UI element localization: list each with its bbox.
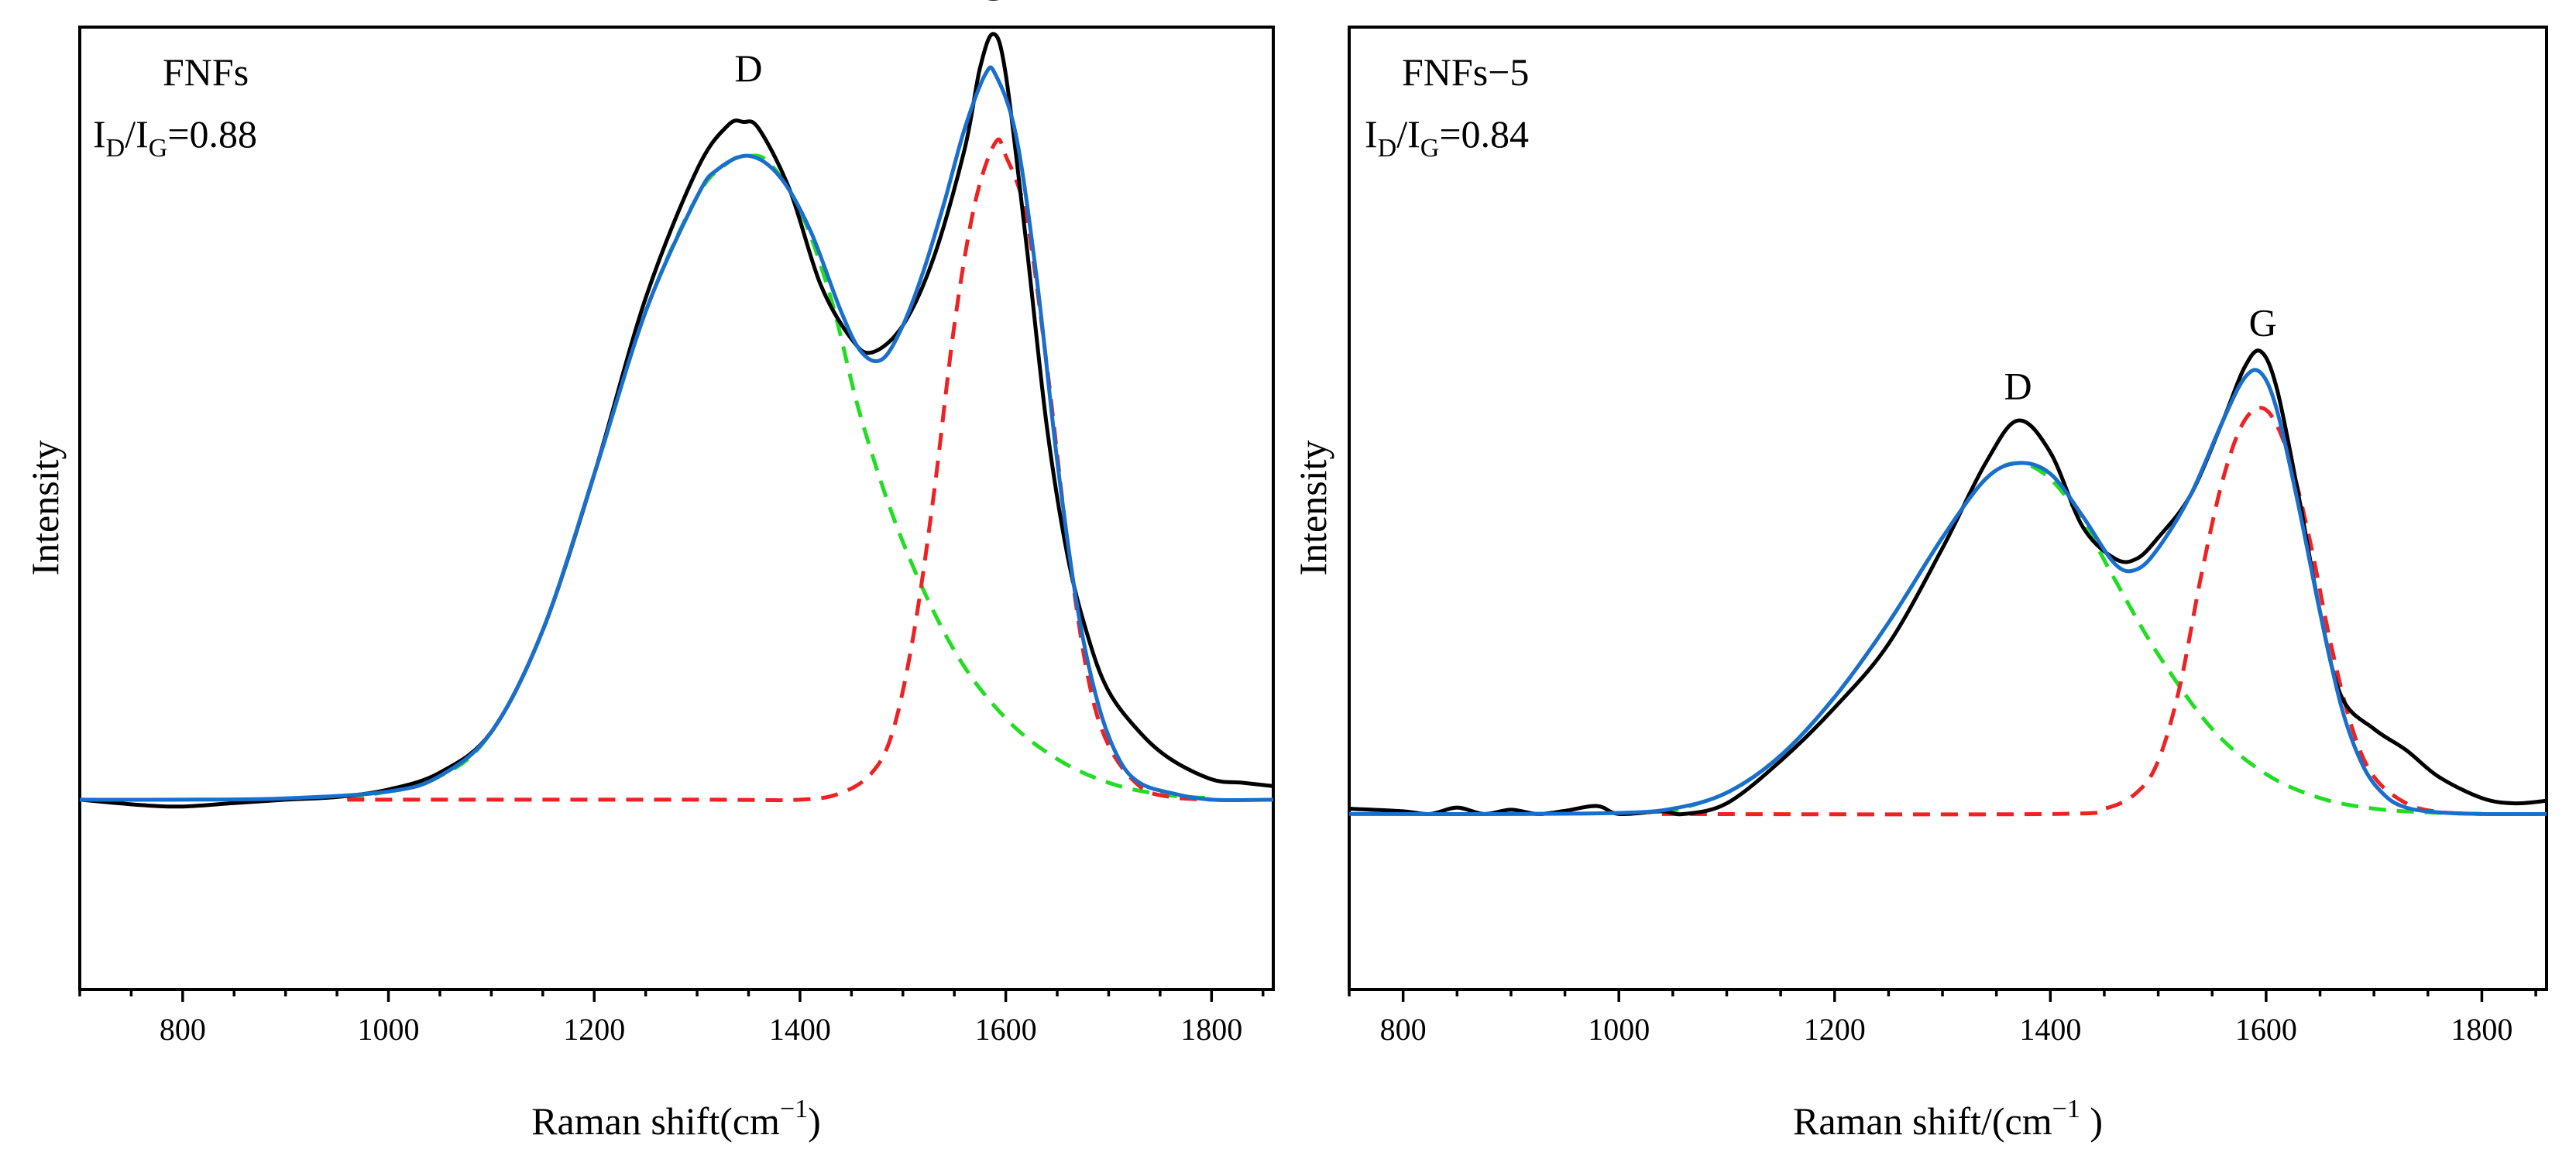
- left-ratio-slash: /I: [125, 112, 149, 156]
- right-sample-label: FNFs−5: [1402, 50, 1529, 94]
- left-x-axis-label: Raman shift(cm−1): [531, 1095, 821, 1143]
- left-xlabel-main: Raman shift(cm: [531, 1099, 780, 1143]
- left-ratio-sub-g: G: [149, 134, 168, 163]
- left-ratio-label: ID/IG=0.88: [93, 112, 257, 163]
- right-ratio-value: =0.84: [1439, 112, 1529, 156]
- left-cumulative-fit-curve: [80, 65, 1273, 803]
- right-xlabel-sup: −1: [2052, 1095, 2080, 1123]
- right-ratio-sub-d: D: [1378, 134, 1397, 163]
- panel-right: FNFs−5 ID/IG=0.84 Intensity Raman shift/…: [1291, 26, 2548, 1143]
- left-peak-label-D: D: [734, 46, 762, 90]
- right-ratio-slash: /I: [1396, 112, 1420, 156]
- left-plot-frame: [78, 26, 1275, 991]
- left-y-axis-label: Intensity: [23, 441, 67, 576]
- right-x-tick-label-1200: 1200: [1804, 1012, 1866, 1047]
- left-x-tick-label-1800: 1800: [1180, 1012, 1242, 1047]
- left-xlabel-sup: −1: [780, 1095, 808, 1123]
- right-cumulative-fit-curve: [1349, 368, 2547, 817]
- right-x-tick-label-1800: 1800: [2451, 1012, 2512, 1047]
- left-peak-label-G: G: [978, 0, 1006, 9]
- right-x-tick-label-1400: 1400: [2019, 1012, 2081, 1047]
- right-g-band-fit-curve: [1661, 406, 2482, 817]
- left-ratio-prefix: I: [93, 112, 106, 156]
- right-xlabel-end: ): [2080, 1099, 2103, 1143]
- left-sample-label: FNFs: [163, 50, 249, 94]
- right-ratio-prefix: I: [1365, 112, 1378, 156]
- left-x-tick-label-800: 800: [160, 1012, 206, 1047]
- left-ratio-sub-d: D: [106, 134, 125, 163]
- right-x-tick-label-1600: 1600: [2235, 1012, 2297, 1047]
- right-peak-label-D: D: [2004, 365, 2032, 408]
- left-x-tick-label-1600: 1600: [975, 1012, 1037, 1047]
- right-curves: [1349, 348, 2547, 817]
- left-g-band-fit-curve: [347, 137, 1212, 803]
- left-curves: [80, 32, 1273, 809]
- panel-left: FNFs ID/IG=0.88 Intensity Raman shift(cm…: [23, 0, 1275, 1143]
- right-ratio-label: ID/IG=0.84: [1365, 112, 1529, 163]
- left-x-tick-label-1400: 1400: [769, 1012, 831, 1047]
- left-x-tick-label-1000: 1000: [358, 1012, 420, 1047]
- right-ratio-sub-g: G: [1420, 134, 1440, 163]
- right-xlabel-main: Raman shift/(cm: [1793, 1099, 2052, 1143]
- right-x-tick-label-1000: 1000: [1588, 1012, 1650, 1047]
- right-x-tick-label-800: 800: [1380, 1012, 1427, 1047]
- right-y-axis-label: Intensity: [1291, 441, 1334, 576]
- right-peak-label-G: G: [2249, 300, 2277, 344]
- right-d-band-fit-curve: [1661, 461, 2482, 816]
- right-plot-frame: [1348, 26, 2548, 991]
- left-xlabel-end: ): [808, 1099, 821, 1143]
- left-ratio-value: =0.88: [167, 112, 257, 156]
- left-x-tick-label-1200: 1200: [563, 1012, 625, 1047]
- right-x-axis-label: Raman shift/(cm−1 ): [1793, 1095, 2103, 1143]
